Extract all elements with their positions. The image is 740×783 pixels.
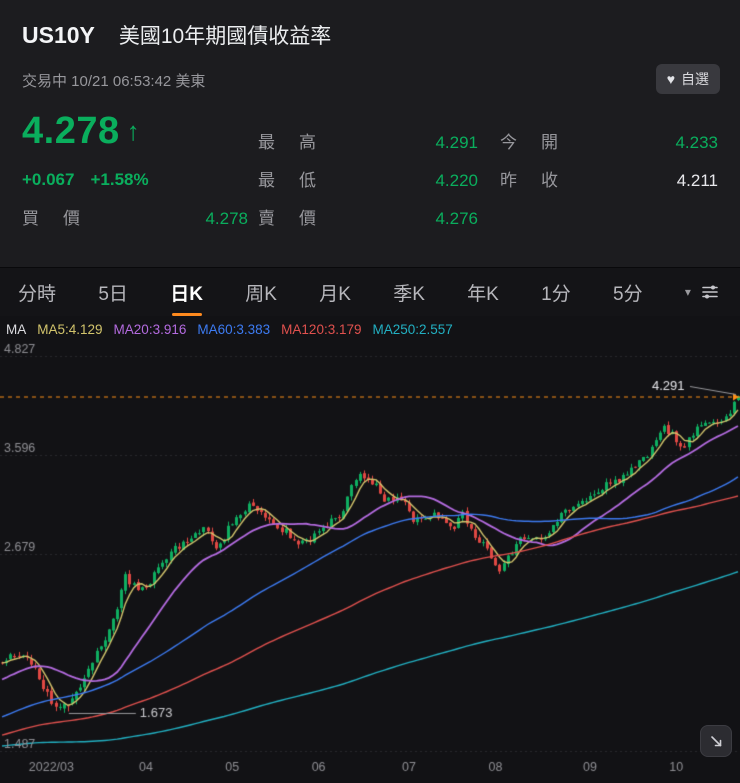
ma120-legend: MA120:3.179: [281, 321, 362, 337]
low-label: 最低: [258, 171, 340, 190]
watchlist-button[interactable]: ♥ 自選: [655, 64, 720, 94]
tab-timeline[interactable]: 分時: [18, 283, 57, 305]
up-arrow-icon: ↑: [126, 116, 140, 146]
high-label: 最高: [258, 133, 340, 152]
ma-legend-prefix: MA: [6, 321, 27, 337]
tab-bar-icons: ▾: [685, 280, 722, 304]
expand-chart-button[interactable]: [700, 725, 732, 757]
symbol: US10Y: [22, 22, 95, 48]
period-tab-bar: 分時 5日 日K 周K 月K 季K 年K 1分 5分 ▾: [0, 267, 740, 316]
tab-yearly-k[interactable]: 年K: [467, 283, 499, 305]
indicator-settings-icon[interactable]: [698, 280, 722, 304]
ask-label: 賣價: [258, 209, 340, 228]
ma250-legend: MA250:2.557: [372, 321, 453, 337]
ma-legend: MA MA5:4.129 MA20:3.916 MA60:3.383 MA120…: [0, 316, 740, 342]
instrument-name: 美國10年期國債收益率: [118, 25, 332, 48]
last-price-block: 4.278 ↑: [22, 110, 140, 153]
ma5-legend: MA5:4.129: [37, 321, 103, 337]
tab-monthly-k[interactable]: 月K: [319, 283, 351, 305]
ask-row: 賣價 4.276: [258, 204, 478, 229]
bid-value: 4.278: [205, 209, 248, 228]
quote-right-column: 今開 4.233 昨收 4.211: [500, 0, 718, 267]
market-status: 交易中 10/21 06:53:42 美東: [22, 73, 206, 90]
tab-5day[interactable]: 5日: [98, 283, 128, 305]
tab-daily-k[interactable]: 日K: [170, 279, 203, 306]
change-row: +0.067 +1.58%: [22, 170, 149, 190]
high-value: 4.291: [435, 133, 478, 152]
watchlist-label: 自選: [681, 71, 709, 87]
change-percent: +1.58%: [90, 170, 149, 189]
tab-5min[interactable]: 5分: [613, 283, 643, 305]
open-label: 今開: [500, 133, 582, 152]
tab-quarterly-k[interactable]: 季K: [393, 283, 425, 305]
open-value: 4.233: [675, 133, 718, 152]
ask-value: 4.276: [435, 209, 478, 228]
bid-row: 買價 4.278: [22, 204, 248, 229]
tab-weekly-k[interactable]: 周K: [245, 283, 277, 305]
prev-close-label: 昨收: [500, 171, 582, 190]
quote-middle-column: 最高 4.291 最低 4.220 賣價 4.276: [258, 0, 478, 267]
bid-label: 買價: [22, 209, 104, 228]
prev-close-row: 昨收 4.211: [500, 166, 718, 191]
ma20-legend: MA20:3.916: [113, 321, 187, 337]
open-row: 今開 4.233: [500, 128, 718, 153]
high-row: 最高 4.291: [258, 128, 478, 153]
candlestick-chart[interactable]: [0, 342, 740, 783]
low-value: 4.220: [435, 171, 478, 190]
last-price: 4.278: [22, 110, 120, 152]
heart-icon: ♥: [666, 71, 675, 87]
ma60-legend: MA60:3.383: [197, 321, 271, 337]
chevron-down-icon[interactable]: ▾: [684, 285, 691, 299]
chart-area: [0, 342, 740, 783]
change-value: +0.067: [22, 170, 75, 189]
tab-1min[interactable]: 1分: [541, 283, 571, 305]
quote-header: US10Y 美國10年期國債收益率 交易中 10/21 06:53:42 美東 …: [0, 0, 740, 267]
prev-close-value: 4.211: [676, 171, 718, 190]
low-row: 最低 4.220: [258, 166, 478, 191]
title-row: US10Y 美國10年期國債收益率: [22, 20, 331, 50]
